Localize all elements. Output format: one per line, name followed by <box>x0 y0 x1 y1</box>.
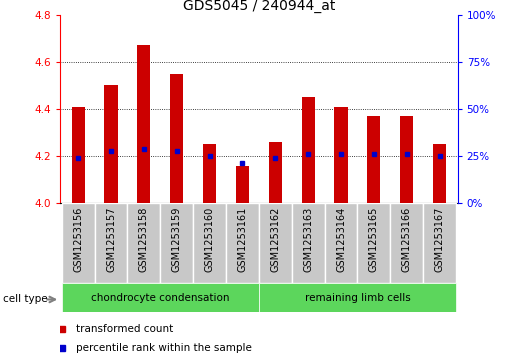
Text: GSM1253161: GSM1253161 <box>237 207 247 272</box>
Bar <box>72 106 85 203</box>
Text: GSM1253156: GSM1253156 <box>73 207 83 272</box>
Bar <box>138 45 151 203</box>
Bar <box>325 203 357 283</box>
Bar <box>357 203 390 283</box>
Text: chondrocyte condensation: chondrocyte condensation <box>91 293 230 303</box>
Text: GSM1253167: GSM1253167 <box>435 207 445 272</box>
Text: GSM1253163: GSM1253163 <box>303 207 313 272</box>
Text: transformed count: transformed count <box>76 324 173 334</box>
Bar <box>433 144 446 203</box>
Text: GSM1253166: GSM1253166 <box>402 207 412 272</box>
Text: GSM1253158: GSM1253158 <box>139 207 149 272</box>
Bar <box>105 85 118 203</box>
Bar <box>259 283 456 312</box>
Text: GSM1253162: GSM1253162 <box>270 207 280 272</box>
Bar <box>193 203 226 283</box>
Bar <box>259 203 292 283</box>
Bar <box>203 144 216 203</box>
Text: cell type: cell type <box>3 294 47 305</box>
Bar <box>367 116 380 203</box>
Bar <box>95 203 128 283</box>
Bar <box>390 203 423 283</box>
Text: GSM1253165: GSM1253165 <box>369 207 379 272</box>
Bar <box>334 106 348 203</box>
Bar <box>269 142 282 203</box>
Bar <box>236 166 249 203</box>
Bar <box>292 203 325 283</box>
Bar <box>400 116 413 203</box>
Bar <box>161 203 193 283</box>
Title: GDS5045 / 240944_at: GDS5045 / 240944_at <box>183 0 335 13</box>
Text: GSM1253160: GSM1253160 <box>204 207 214 272</box>
Bar <box>62 283 259 312</box>
Bar <box>226 203 259 283</box>
Bar <box>170 74 184 203</box>
Bar <box>128 203 161 283</box>
Text: remaining limb cells: remaining limb cells <box>304 293 411 303</box>
Bar <box>423 203 456 283</box>
Bar <box>62 203 95 283</box>
Bar <box>302 97 315 203</box>
Text: GSM1253159: GSM1253159 <box>172 207 182 272</box>
Text: GSM1253164: GSM1253164 <box>336 207 346 272</box>
Text: percentile rank within the sample: percentile rank within the sample <box>76 343 252 354</box>
Text: GSM1253157: GSM1253157 <box>106 207 116 272</box>
